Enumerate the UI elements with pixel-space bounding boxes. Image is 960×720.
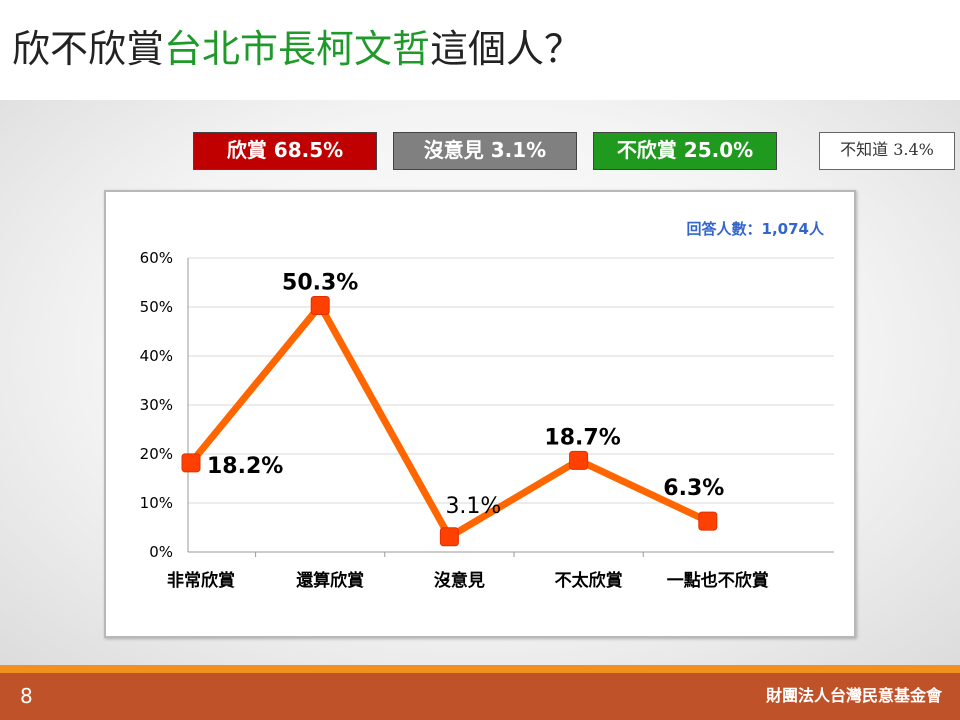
footer-accent-line: [0, 665, 960, 673]
page-number: 8: [20, 684, 33, 708]
page-title: 欣不欣賞台北市長柯文哲這個人？: [12, 24, 582, 74]
summary-approve-badge: 欣賞 68.5%: [193, 132, 377, 170]
data-label: 3.1%: [445, 494, 501, 519]
data-label: 6.3%: [663, 476, 724, 501]
y-tick-label: 20%: [140, 445, 173, 463]
summary-neutral-badge: 沒意見 3.1%: [393, 132, 577, 170]
data-point-marker: [310, 296, 330, 316]
footer-bar: 8 財團法人台灣民意基金會: [0, 673, 960, 720]
title-suffix: 這個人？: [430, 27, 583, 71]
y-tick-label: 40%: [140, 347, 173, 365]
line-chart: 回答人數：1,074人 0% 10% 20% 30% 40% 50% 60% 非常欣賞 還算欣賞 沒…: [140, 220, 834, 591]
data-point-marker: [698, 511, 718, 531]
organization-name: 財團法人台灣民意基金會: [765, 686, 942, 705]
data-label: 18.2%: [207, 454, 283, 479]
title-bar: 欣不欣賞台北市長柯文哲這個人？: [0, 0, 960, 100]
data-point-marker: [569, 450, 589, 470]
data-point-marker: [439, 527, 459, 547]
y-tick-label: 30%: [140, 396, 173, 414]
y-tick-label: 50%: [140, 298, 173, 316]
data-label: 50.3%: [282, 271, 358, 296]
x-category-label: 沒意見: [434, 570, 485, 591]
x-category-label: 一點也不欣賞: [667, 570, 769, 591]
y-tick-label: 60%: [140, 249, 173, 267]
chart-frame: 回答人數：1,074人 0% 10% 20% 30% 40% 50% 60% 非常欣賞 還算欣賞 沒…: [104, 190, 856, 638]
data-point-marker: [181, 453, 201, 473]
x-category-label: 非常欣賞: [167, 570, 235, 591]
x-category-label: 不太欣賞: [555, 570, 623, 591]
y-tick-label: 10%: [140, 494, 173, 512]
x-category-label: 還算欣賞: [296, 570, 364, 591]
data-label: 18.7%: [544, 425, 620, 450]
title-highlight: 台北市長柯文哲: [164, 27, 431, 71]
summary-disapprove-badge: 不欣賞 25.0%: [593, 132, 777, 170]
title-prefix: 欣不欣賞: [12, 27, 165, 71]
summary-unknown-badge: 不知道 3.4%: [819, 132, 955, 170]
y-tick-label: 0%: [149, 543, 173, 561]
sample-size-note: 回答人數：1,074人: [687, 220, 825, 238]
